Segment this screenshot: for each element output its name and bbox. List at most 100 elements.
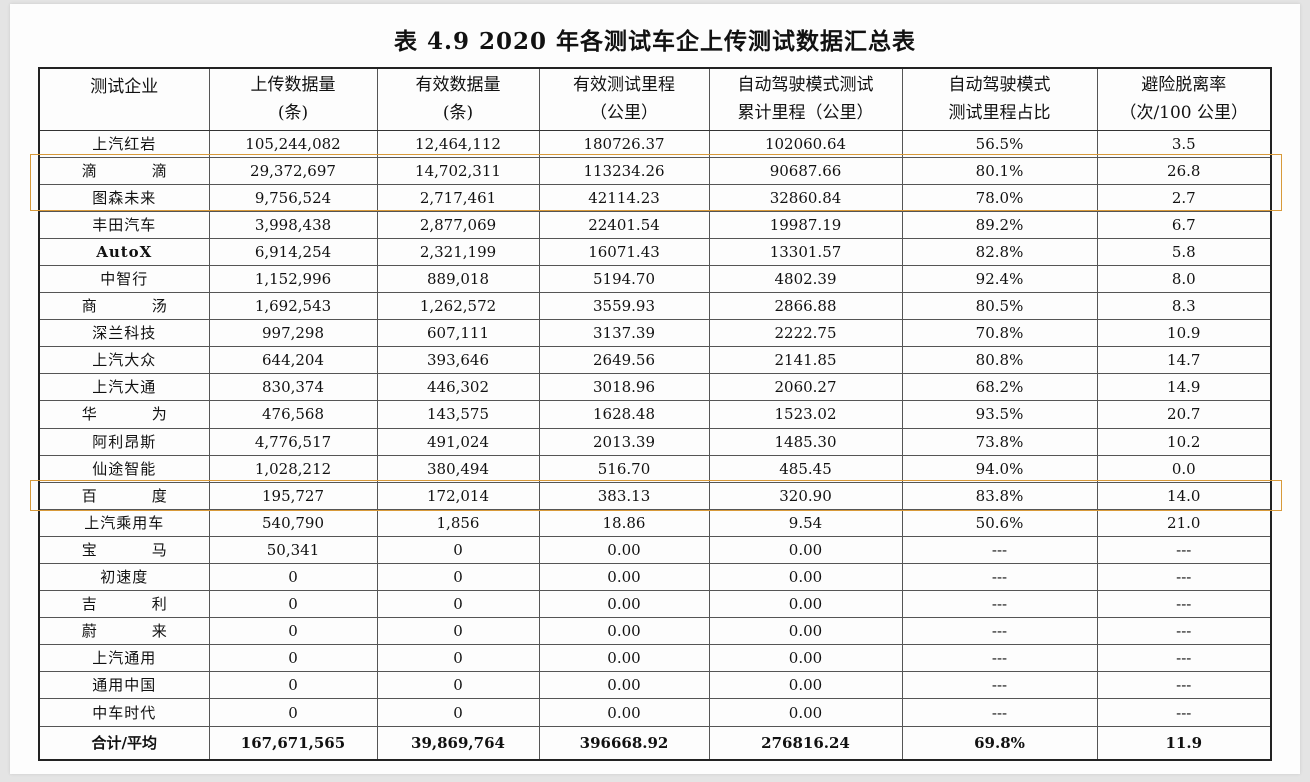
value-cell: 29,372,697: [208, 156, 378, 185]
value-cell: ---: [901, 562, 1098, 592]
value-cell: 2,321,199: [376, 237, 540, 266]
table-row: 中智行 1,152,996 889,018 5194.70 4802.39 92.4% 8.…: [38, 264, 1272, 294]
company-cell: 上汽乘用车: [38, 508, 210, 537]
table-row: 通用中国 0 0 0.00 0.00 --- ---: [38, 671, 1272, 700]
value-cell: 2649.56: [538, 346, 710, 375]
value-cell: 2.7: [1096, 183, 1272, 212]
value-cell: 1,152,996: [208, 264, 378, 294]
value-cell: ---: [1096, 617, 1272, 646]
value-cell: 20.7: [1096, 400, 1272, 429]
table-row: 百 度 195,727 172,014 383.13 320.90 83.8% 14.0: [38, 481, 1272, 510]
value-cell: 0: [376, 617, 540, 646]
value-cell: 92.4%: [901, 264, 1098, 294]
table-row: 上汽乘用车 540,790 1,856 18.86 9.54 50.6% 21.0: [38, 508, 1272, 537]
table-row: AutoX 6,914,254 2,321,199 16071.43 13301.57 8…: [38, 237, 1272, 266]
company-cell: 中智行: [38, 264, 210, 294]
value-cell: 0.00: [708, 644, 903, 673]
value-cell: 0: [208, 617, 378, 646]
value-cell: 2866.88: [708, 292, 903, 321]
column-header-line2: （公里）: [590, 103, 658, 124]
value-cell: 105,244,082: [208, 129, 378, 158]
company-cell: 吉 利: [38, 590, 210, 619]
value-cell: 14.0: [1096, 481, 1272, 510]
table-body: 上汽红岩 105,244,082 12,464,112 180726.37 102060…: [38, 129, 1272, 762]
value-cell: 0: [208, 562, 378, 592]
table-row: 华 为 476,568 143,575 1628.48 1523.02 93.5% 20.7: [38, 400, 1272, 429]
value-cell: 2,877,069: [376, 210, 540, 239]
value-cell: 491,024: [376, 427, 540, 456]
value-cell: 3,998,438: [208, 210, 378, 239]
value-cell: 0: [208, 644, 378, 673]
company-cell: 百 度: [38, 481, 210, 510]
value-cell: 0.0: [1096, 454, 1272, 483]
value-cell: 0: [376, 535, 540, 565]
value-cell: 0.00: [538, 562, 710, 592]
company-cell: 丰田汽车: [38, 210, 210, 239]
value-cell: ---: [901, 617, 1098, 646]
value-cell: 476,568: [208, 400, 378, 429]
value-cell: 5194.70: [538, 264, 710, 294]
table-row: 深兰科技 997,298 607,111 3137.39 2222.75 70.8% 10.…: [38, 319, 1272, 348]
value-cell: 143,575: [376, 400, 540, 429]
value-cell: 3018.96: [538, 373, 710, 402]
table-row: 上汽红岩 105,244,082 12,464,112 180726.37 102060…: [38, 129, 1272, 158]
value-cell: 3559.93: [538, 292, 710, 321]
value-cell: ---: [1096, 671, 1272, 700]
company-cell: 上汽大通: [38, 373, 210, 402]
column-header: 避险脱离率 （次/100 公里）: [1096, 67, 1272, 131]
document-page: 表 4.9 2020 年各测试车企上传测试数据汇总表 测试企业 上传数据量 (条) 有…: [10, 4, 1300, 774]
value-cell: 68.2%: [901, 373, 1098, 402]
value-cell: ---: [1096, 590, 1272, 619]
column-header-line1: 自动驾驶模式: [948, 75, 1051, 96]
value-cell: 8.3: [1096, 292, 1272, 321]
company-cell: 上汽大众: [38, 346, 210, 375]
value-cell: 380,494: [376, 454, 540, 483]
table-row: 宝 马 50,341 0 0.00 0.00 --- ---: [38, 535, 1272, 565]
value-cell: 13301.57: [708, 237, 903, 266]
value-cell: 8.0: [1096, 264, 1272, 294]
table-row: 滴 滴 29,372,697 14,702,311 113234.26 90687.66…: [38, 156, 1272, 185]
table-row: 仙途智能 1,028,212 380,494 516.70 485.45 94.0% 0.0: [38, 454, 1272, 483]
value-cell: 113234.26: [538, 156, 710, 185]
value-cell: 0: [376, 562, 540, 592]
value-cell: 1,692,543: [208, 292, 378, 321]
value-cell: 18.86: [538, 508, 710, 537]
value-cell: 0: [208, 590, 378, 619]
company-cell: 深兰科技: [38, 319, 210, 348]
value-cell: 2013.39: [538, 427, 710, 456]
value-cell: 0.00: [538, 644, 710, 673]
column-header: 有效数据量 (条): [376, 67, 540, 131]
value-cell: 0: [208, 671, 378, 700]
value-cell: 11.9: [1096, 725, 1272, 762]
value-cell: 889,018: [376, 264, 540, 294]
column-header-line2: (条): [277, 103, 309, 124]
value-cell: ---: [901, 644, 1098, 673]
value-cell: 22401.54: [538, 210, 710, 239]
value-cell: 540,790: [208, 508, 378, 537]
value-cell: 93.5%: [901, 400, 1098, 429]
value-cell: 3.5: [1096, 129, 1272, 158]
value-cell: 276816.24: [708, 725, 903, 762]
company-cell: AutoX: [38, 237, 210, 266]
column-header: 上传数据量 (条): [208, 67, 378, 131]
value-cell: 383.13: [538, 481, 710, 510]
value-cell: ---: [1096, 698, 1272, 727]
value-cell: 195,727: [208, 481, 378, 510]
table-row: 吉 利 0 0 0.00 0.00 --- ---: [38, 590, 1272, 619]
table-row: 中车时代 0 0 0.00 0.00 --- ---: [38, 698, 1272, 727]
value-cell: 50,341: [208, 535, 378, 565]
table-row: 丰田汽车 3,998,438 2,877,069 22401.54 19987.19 89…: [38, 210, 1272, 239]
value-cell: 16071.43: [538, 237, 710, 266]
value-cell: 6.7: [1096, 210, 1272, 239]
value-cell: 10.2: [1096, 427, 1272, 456]
value-cell: 607,111: [376, 319, 540, 348]
value-cell: 997,298: [208, 319, 378, 348]
company-cell: 蔚 来: [38, 617, 210, 646]
value-cell: 73.8%: [901, 427, 1098, 456]
value-cell: 39,869,764: [376, 725, 540, 762]
value-cell: 0.00: [708, 562, 903, 592]
value-cell: 446,302: [376, 373, 540, 402]
company-cell: 上汽红岩: [38, 129, 210, 158]
value-cell: 4,776,517: [208, 427, 378, 456]
value-cell: 2,717,461: [376, 183, 540, 212]
